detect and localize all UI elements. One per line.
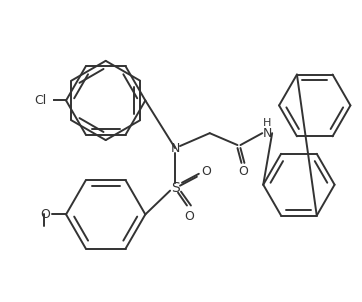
Text: N: N (262, 127, 272, 140)
Text: N: N (171, 142, 180, 155)
Text: O: O (201, 165, 211, 178)
Text: O: O (239, 165, 248, 178)
Text: H: H (263, 118, 272, 128)
Text: S: S (171, 181, 180, 195)
Text: Cl: Cl (34, 94, 46, 107)
Text: O: O (184, 210, 194, 223)
Text: O: O (40, 208, 50, 221)
